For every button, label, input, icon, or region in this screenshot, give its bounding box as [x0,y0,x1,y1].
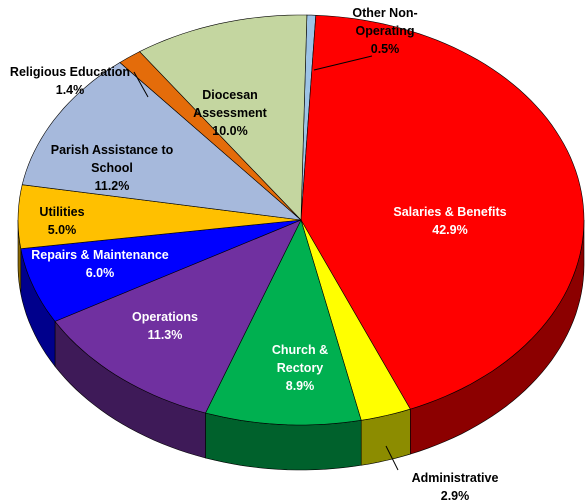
slice-label: Church & Rectory 8.9% [260,341,340,395]
slice-label: Utilities 5.0% [27,203,97,239]
category-name: Utilities [39,205,85,219]
slice [300,219,411,421]
slice-label: Administrative 2.9% [395,469,515,504]
slice [17,184,302,250]
category-name: Administrative [411,471,499,485]
value-label: 11.2% [94,179,130,193]
value-label: 5.0% [47,223,77,237]
category-name: Operations [132,310,198,324]
value-label: 42.9% [432,223,468,237]
slice [20,219,302,322]
category-name: Diocesan Assessment [193,88,267,120]
value-label: 11.3% [147,328,183,342]
category-name: Other Non-Operating [352,6,418,38]
slice-label: Parish Assistance to School 11.2% [47,141,177,195]
slice-label: Salaries & Benefits 42.9% [375,203,525,239]
slice-label: Diocesan Assessment 10.0% [185,86,275,140]
category-name: Church & Rectory [271,343,329,375]
slice [300,14,585,410]
slice [205,219,362,426]
slice-label: Other Non-Operating 0.5% [330,4,440,58]
slice [54,219,302,414]
value-label: 0.5% [370,42,400,56]
slice-label: Religious Education 1.4% [0,63,145,99]
slice [139,14,308,221]
category-name: Parish Assistance to School [50,143,174,175]
slice-label: Operations 11.3% [110,308,220,344]
category-name: Religious Education [9,65,131,79]
slice-label: Repairs & Maintenance 6.0% [15,246,185,282]
value-label: 6.0% [85,266,115,280]
category-name: Repairs & Maintenance [31,248,169,262]
category-name: Salaries & Benefits [393,205,507,219]
value-label: 8.9% [285,379,315,393]
slice [21,62,302,221]
leader-line [133,71,149,98]
value-label: 1.4% [55,83,85,97]
leader-line [385,445,399,471]
value-label: 2.9% [440,489,470,503]
leader-line [313,55,373,71]
value-label: 10.0% [212,124,248,138]
